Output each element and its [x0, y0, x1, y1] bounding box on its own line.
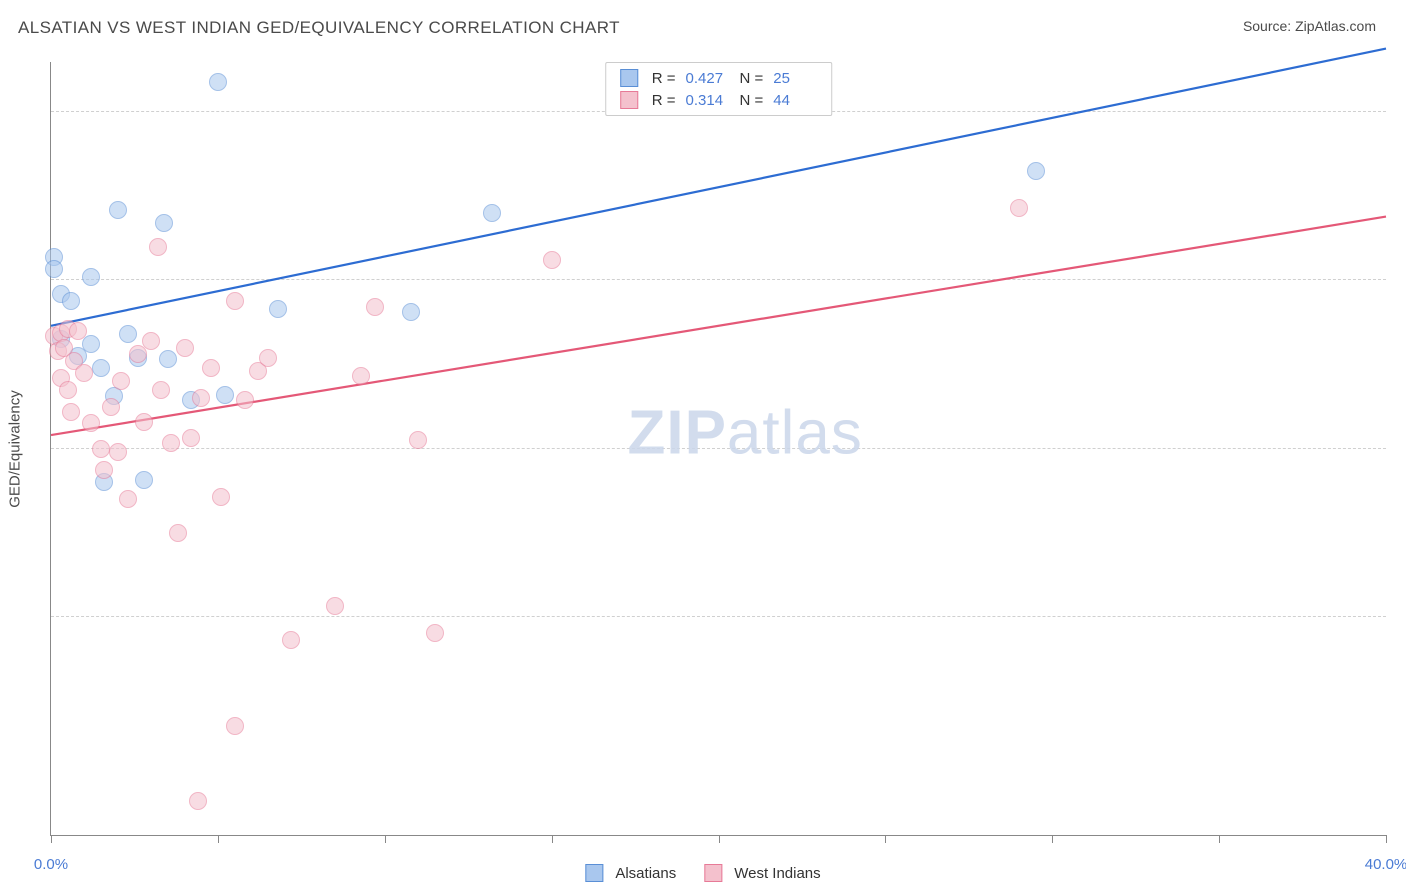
data-point: [202, 359, 220, 377]
chart-title: ALSATIAN VS WEST INDIAN GED/EQUIVALENCY …: [18, 18, 620, 38]
data-point: [135, 413, 153, 431]
data-point: [142, 332, 160, 350]
data-point: [212, 488, 230, 506]
n-value-alsatians: 25: [773, 70, 817, 87]
r-label: R =: [652, 70, 676, 87]
data-point: [209, 73, 227, 91]
data-point: [159, 350, 177, 368]
data-point: [162, 434, 180, 452]
legend-item-alsatians: Alsatians: [585, 864, 676, 882]
x-tick: [1219, 835, 1220, 843]
n-label: N =: [740, 92, 764, 109]
trendlines: [51, 62, 1386, 835]
data-point: [226, 292, 244, 310]
legend-label-westindians: West Indians: [734, 865, 820, 882]
data-point: [75, 364, 93, 382]
data-point: [189, 792, 207, 810]
data-point: [119, 325, 137, 343]
r-value-westindians: 0.314: [686, 92, 730, 109]
data-point: [366, 298, 384, 316]
data-point: [483, 204, 501, 222]
chart-plot-area: GED/Equivalency ZIPatlas R = 0.427 N = 2…: [50, 62, 1386, 836]
swatch-westindians-icon: [704, 864, 722, 882]
data-point: [192, 389, 210, 407]
data-point: [149, 238, 167, 256]
x-tick: [218, 835, 219, 843]
y-tick-label: 90.0%: [1396, 255, 1406, 272]
data-point: [426, 624, 444, 642]
data-point: [135, 471, 153, 489]
legend-row-alsatians: R = 0.427 N = 25: [620, 67, 818, 89]
data-point: [352, 367, 370, 385]
data-point: [45, 260, 63, 278]
data-point: [109, 443, 127, 461]
data-point: [236, 391, 254, 409]
x-tick: [385, 835, 386, 843]
data-point: [95, 461, 113, 479]
swatch-westindians-icon: [620, 91, 638, 109]
legend-correlation: R = 0.427 N = 25 R = 0.314 N = 44: [605, 62, 833, 116]
x-tick: [1052, 835, 1053, 843]
data-point: [169, 524, 187, 542]
legend-series: Alsatians West Indians: [585, 864, 820, 882]
chart-source: Source: ZipAtlas.com: [1243, 18, 1376, 34]
data-point: [176, 339, 194, 357]
x-tick: [51, 835, 52, 843]
data-point: [326, 597, 344, 615]
x-tick: [552, 835, 553, 843]
data-point: [282, 631, 300, 649]
data-point: [92, 359, 110, 377]
x-tick: [719, 835, 720, 843]
y-tick-label: 80.0%: [1396, 423, 1406, 440]
data-point: [109, 201, 127, 219]
data-point: [112, 372, 130, 390]
data-point: [62, 292, 80, 310]
legend-item-westindians: West Indians: [704, 864, 820, 882]
data-point: [259, 349, 277, 367]
data-point: [543, 251, 561, 269]
data-point: [82, 268, 100, 286]
n-value-westindians: 44: [773, 92, 817, 109]
data-point: [226, 717, 244, 735]
data-point: [152, 381, 170, 399]
n-label: N =: [740, 70, 764, 87]
chart-header: ALSATIAN VS WEST INDIAN GED/EQUIVALENCY …: [0, 0, 1406, 44]
data-point: [1010, 199, 1028, 217]
data-point: [182, 429, 200, 447]
data-point: [129, 345, 147, 363]
data-point: [269, 300, 287, 318]
y-tick-label: 100.0%: [1396, 87, 1406, 104]
data-point: [402, 303, 420, 321]
x-tick: [1386, 835, 1387, 843]
x-tick-label: 40.0%: [1365, 856, 1406, 873]
data-point: [1027, 162, 1045, 180]
x-tick-label: 0.0%: [34, 856, 68, 873]
data-point: [62, 403, 80, 421]
y-tick-label: 70.0%: [1396, 591, 1406, 608]
r-label: R =: [652, 92, 676, 109]
legend-label-alsatians: Alsatians: [615, 865, 676, 882]
swatch-alsatians-icon: [620, 69, 638, 87]
y-axis-label: GED/Equivalency: [7, 390, 24, 508]
data-point: [92, 440, 110, 458]
data-point: [155, 214, 173, 232]
data-point: [82, 335, 100, 353]
data-point: [82, 414, 100, 432]
data-point: [216, 386, 234, 404]
r-value-alsatians: 0.427: [686, 70, 730, 87]
data-point: [59, 381, 77, 399]
data-point: [409, 431, 427, 449]
data-point: [119, 490, 137, 508]
data-point: [69, 322, 87, 340]
data-point: [102, 398, 120, 416]
legend-row-westindians: R = 0.314 N = 44: [620, 89, 818, 111]
x-tick: [885, 835, 886, 843]
swatch-alsatians-icon: [585, 864, 603, 882]
